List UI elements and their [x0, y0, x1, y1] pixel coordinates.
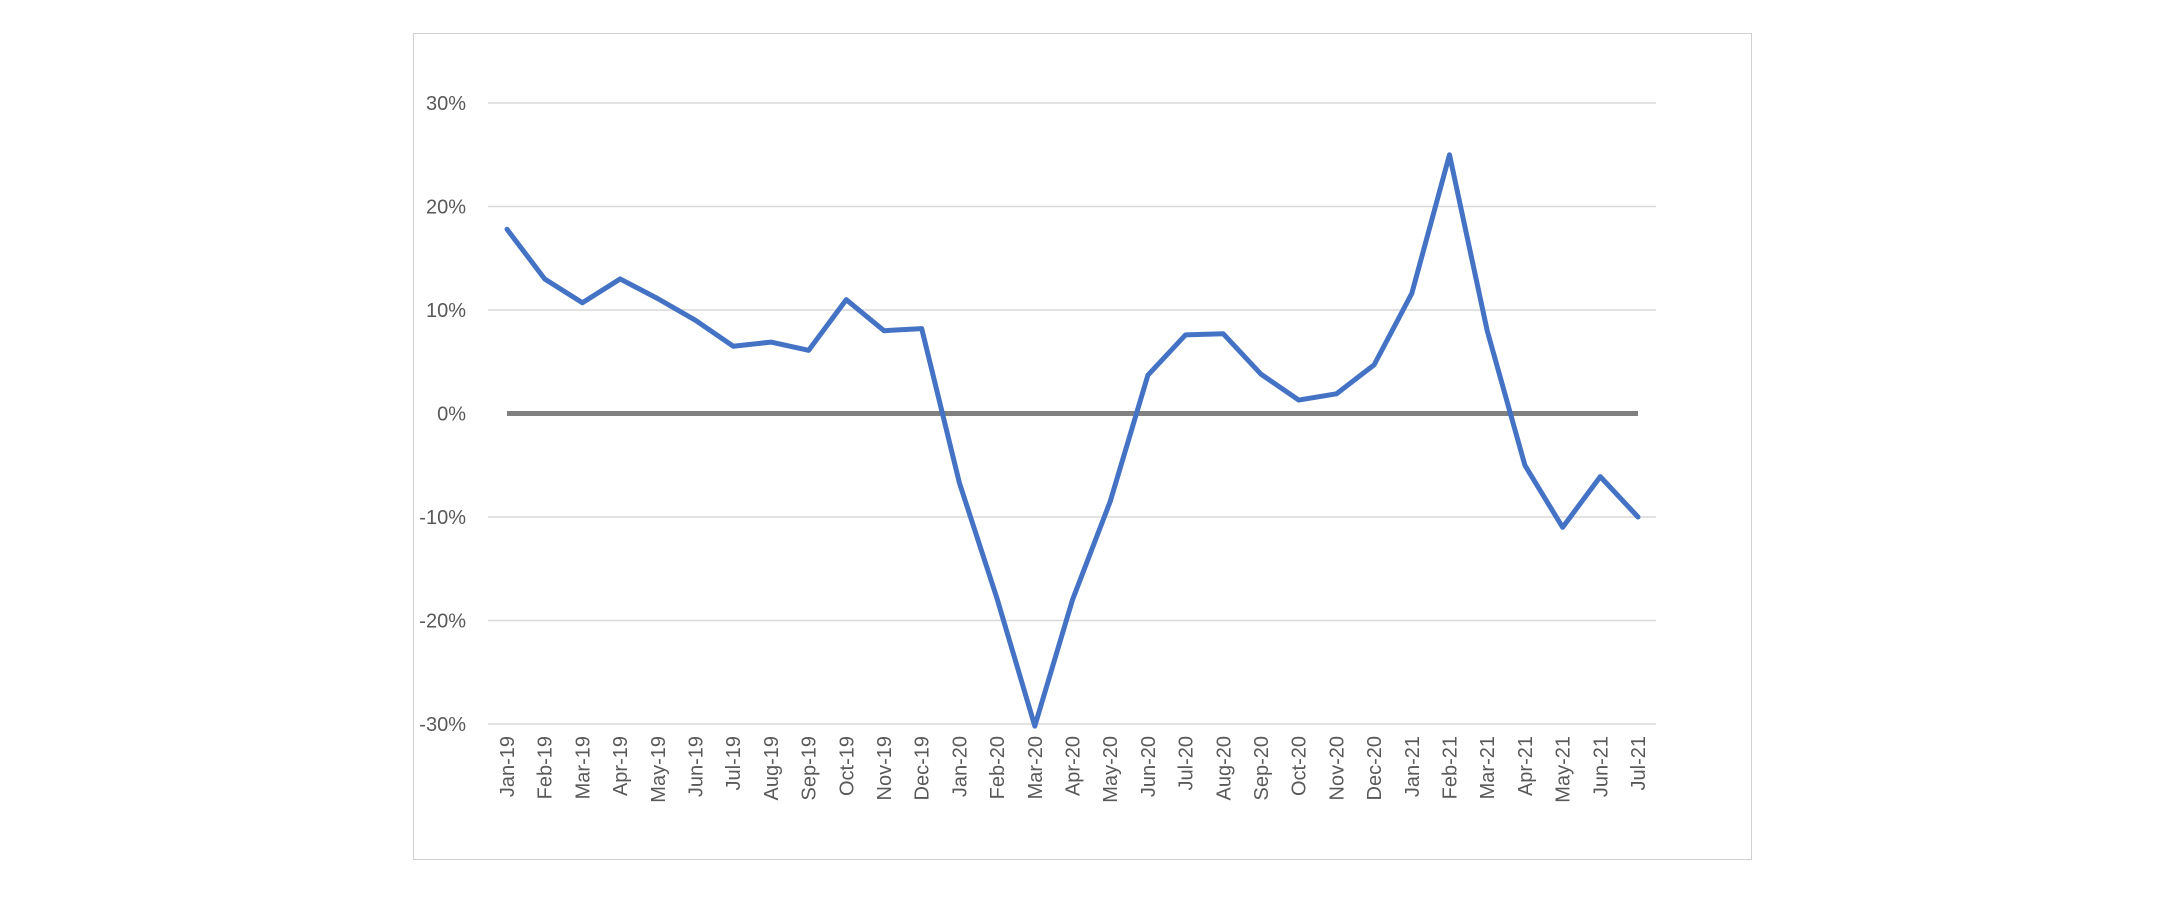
y-axis: 30% 20% 10% 0% -10% -20% -30% — [419, 93, 466, 736]
x-tick-label: Apr-21 — [1515, 736, 1537, 796]
y-tick-label: 20% — [426, 197, 466, 219]
chart-area: 30% 20% 10% 0% -10% -20% -30% Jan-19 Feb-19 Mar-… — [413, 33, 1752, 860]
x-tick-label: Jun-21 — [1590, 736, 1612, 797]
x-tick-label: Jul-20 — [1176, 736, 1198, 790]
x-axis: Jan-19 Feb-19 Mar-19 Apr-19 May-19 Jun-19 Jul-… — [497, 736, 1650, 803]
x-tick-label: May-19 — [648, 736, 670, 803]
series-line — [504, 152, 1641, 729]
x-tick-label: Apr-20 — [1063, 736, 1085, 796]
x-tick-label: Jun-20 — [1138, 736, 1160, 797]
y-tick-label: 0% — [437, 404, 466, 426]
x-tick-label: Sep-19 — [799, 736, 821, 801]
x-tick-label: Jun-19 — [686, 736, 708, 797]
x-tick-label: Nov-20 — [1326, 736, 1348, 800]
x-tick-label: Mar-21 — [1477, 736, 1499, 799]
line-chart: 30% 20% 10% 0% -10% -20% -30% Jan-19 Feb-19 Mar-… — [419, 93, 1656, 803]
data-points — [506, 154, 1639, 727]
x-tick-label: Mar-20 — [1025, 736, 1047, 799]
x-tick-label: May-21 — [1553, 736, 1575, 803]
y-tick-label: -20% — [419, 611, 466, 633]
x-tick-label: Feb-19 — [535, 736, 557, 799]
x-tick-label: Dec-19 — [912, 736, 934, 800]
x-tick-label: Jan-20 — [949, 736, 971, 797]
x-tick-label: Mar-19 — [572, 736, 594, 799]
x-tick-label: Feb-20 — [987, 736, 1009, 799]
y-tick-label: -10% — [419, 507, 466, 529]
x-tick-label: May-20 — [1100, 736, 1122, 803]
y-tick-label: 10% — [426, 300, 466, 322]
x-tick-label: Nov-19 — [874, 736, 896, 800]
x-tick-label: Jan-19 — [497, 736, 519, 797]
x-tick-label: Sep-20 — [1251, 736, 1273, 801]
x-tick-label: Oct-19 — [836, 736, 858, 796]
x-tick-label: Jul-19 — [723, 736, 745, 790]
gridlines — [488, 102, 1656, 725]
x-tick-label: Feb-21 — [1440, 736, 1462, 799]
x-tick-label: Jul-21 — [1628, 736, 1650, 790]
x-tick-label: Aug-20 — [1213, 736, 1235, 801]
x-tick-label: Dec-20 — [1364, 736, 1386, 800]
x-tick-label: Oct-20 — [1289, 736, 1311, 796]
y-tick-label: -30% — [419, 714, 466, 736]
x-tick-label: Jan-21 — [1402, 736, 1424, 797]
x-tick-label: Aug-19 — [761, 736, 783, 801]
y-tick-label: 30% — [426, 93, 466, 115]
x-tick-label: Apr-19 — [610, 736, 632, 796]
